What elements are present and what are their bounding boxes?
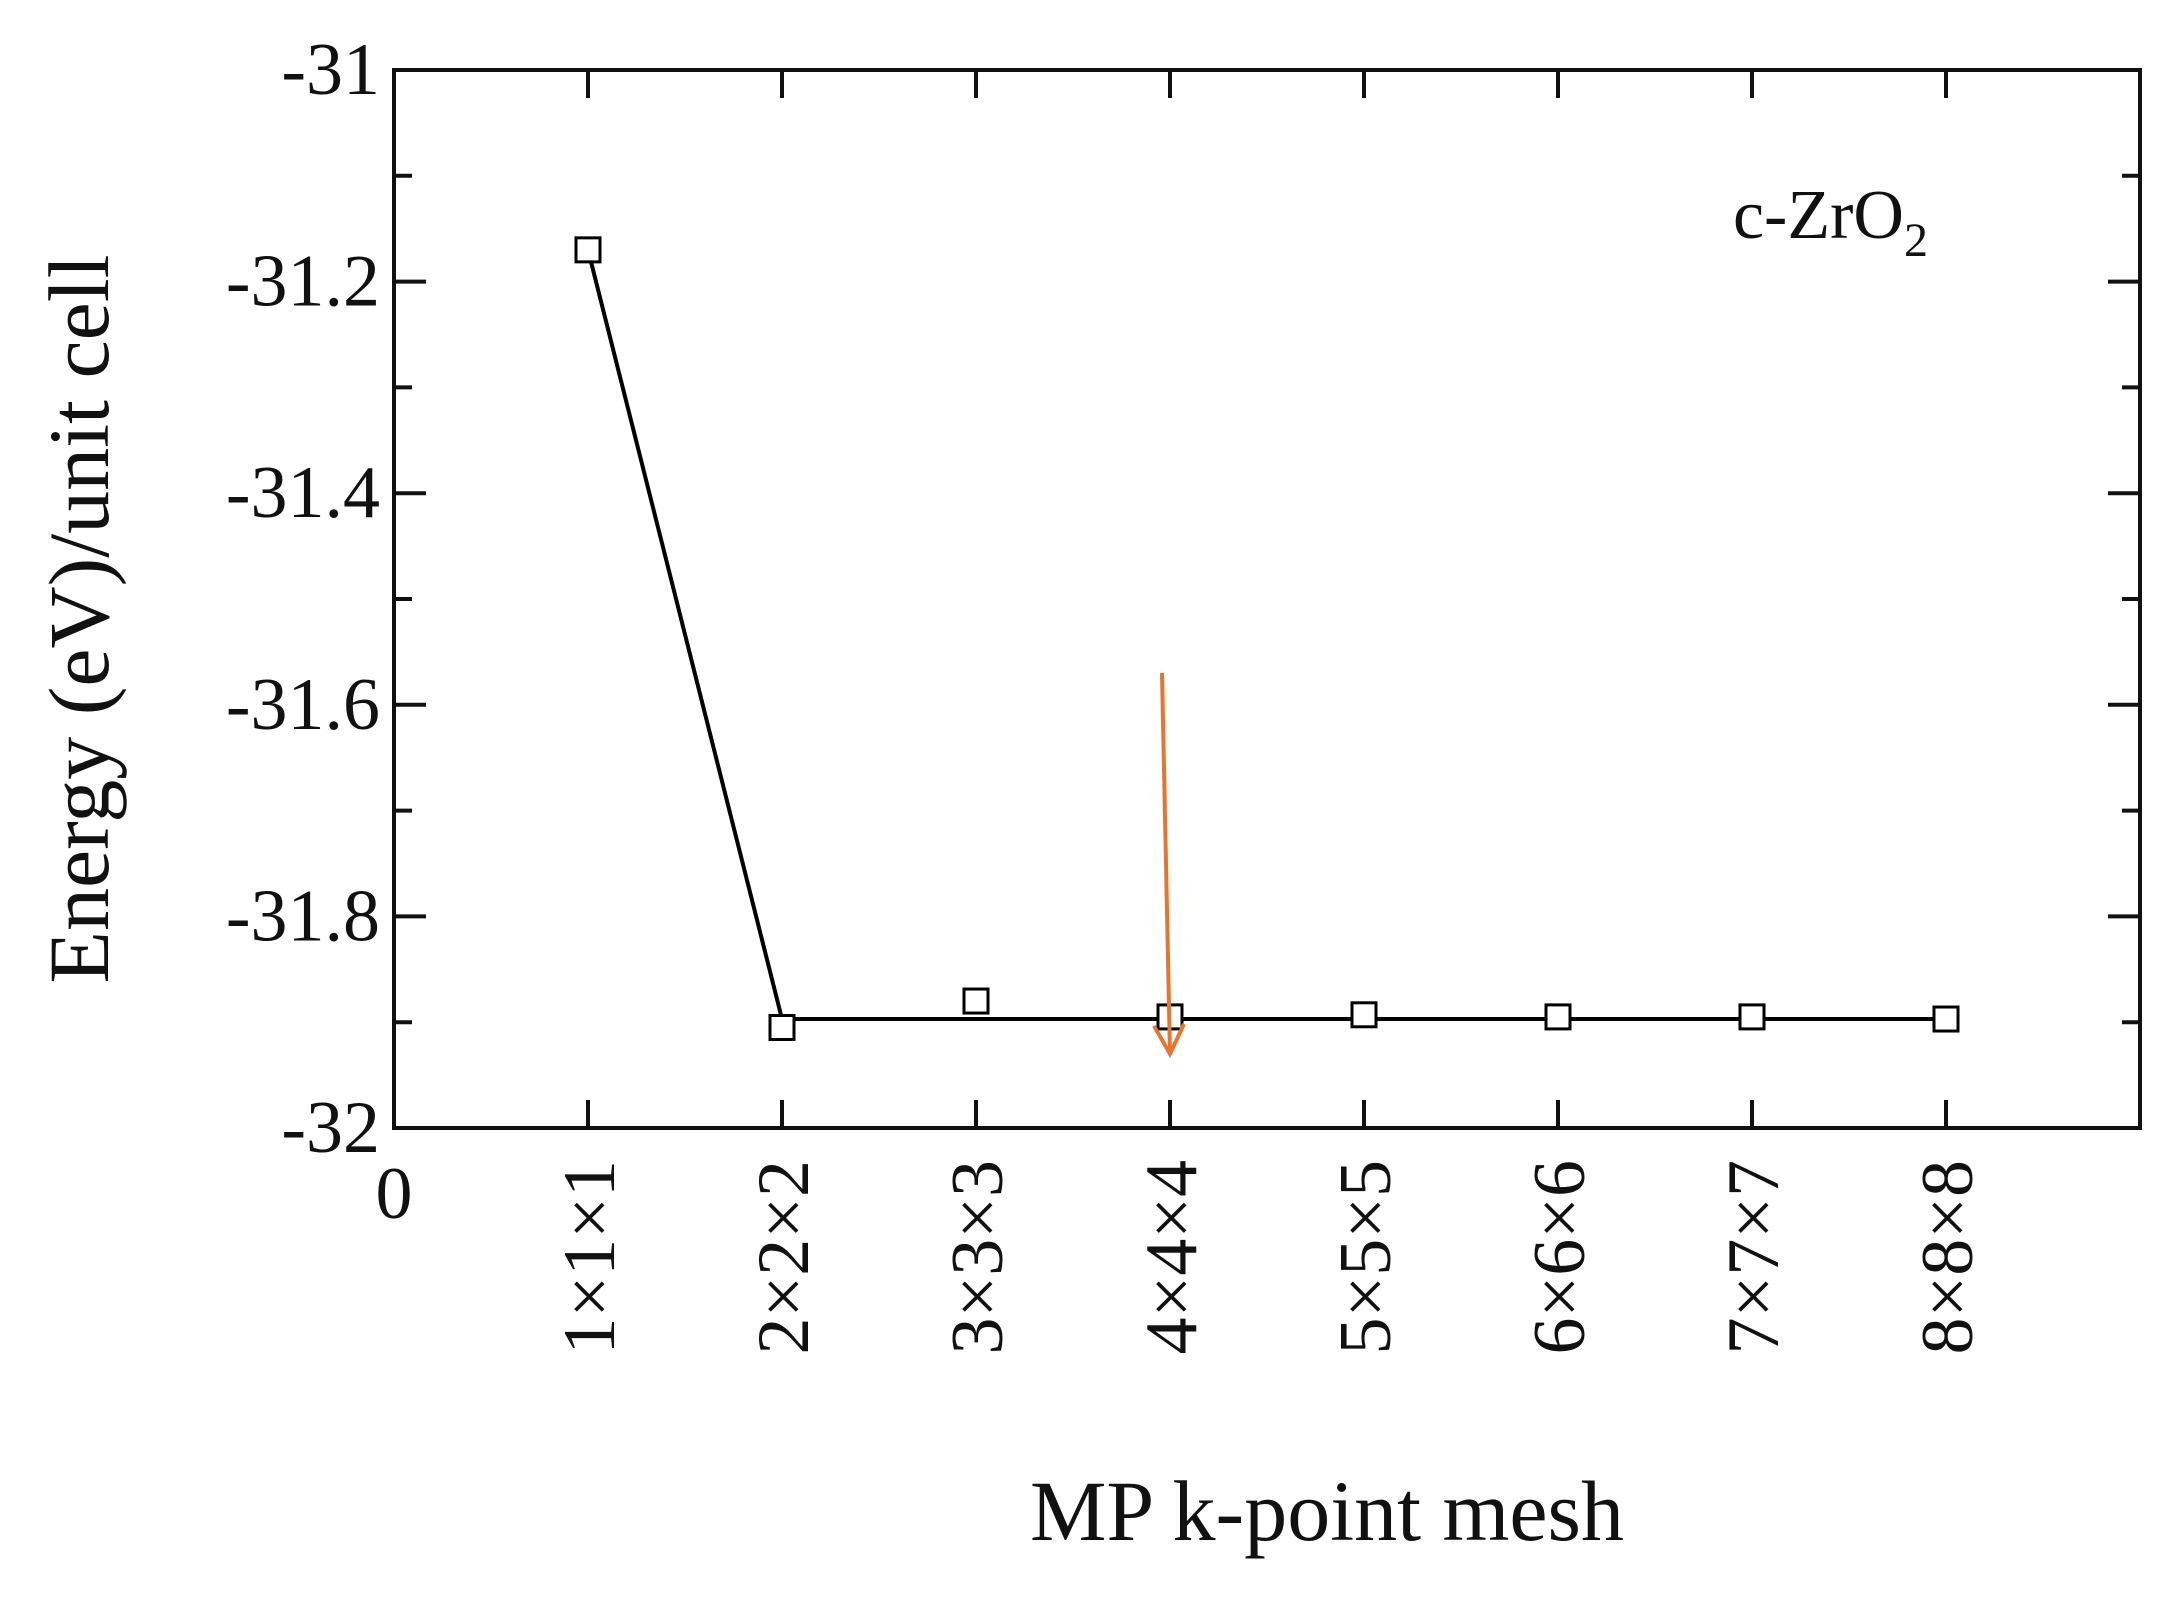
data-point [768, 1013, 796, 1041]
y-tick-label: -31 [281, 29, 380, 111]
y-tick-label: -31.8 [226, 875, 380, 957]
y-tick-label: -31.6 [226, 664, 380, 746]
material-label: c-ZrO2 [1733, 177, 1928, 267]
data-point [1738, 1003, 1766, 1031]
series-layer [574, 236, 1960, 1041]
x-tick-label: 6×6×6 [1519, 1160, 1601, 1354]
x-axis-ticks: 1×1×1 2×2×2 3×3×3 4×4×4 5×5×5 6×6×6 7×7×7 8×8×8… [376, 70, 1989, 1354]
y-axis-title: Energy (eV)/unit cell [31, 254, 127, 983]
arrow-shaft [1160, 673, 1172, 1054]
x-tick-label: 3×3×3 [937, 1160, 1019, 1354]
arrow-head [1152, 1023, 1186, 1059]
x-tick-label: 5×5×5 [1325, 1160, 1407, 1354]
data-point [962, 987, 990, 1015]
x-tick-label: 1×1×1 [549, 1160, 631, 1354]
y-tick-label: -32 [281, 1087, 380, 1169]
data-point [1544, 1003, 1572, 1031]
x-origin-label: 0 [376, 1153, 413, 1235]
plot-frame [392, 68, 2142, 1130]
x-tick-label: 2×2×2 [743, 1160, 825, 1354]
material-label-subscript: 2 [1904, 214, 1928, 267]
data-point [1350, 1001, 1378, 1029]
data-point [574, 236, 602, 264]
x-tick-label: 4×4×4 [1131, 1160, 1213, 1354]
y-tick-label: -31.2 [226, 241, 380, 323]
y-axis-ticks: -31 -31.2 -31.4 -31.6 -31.8 -32 [226, 29, 2140, 1169]
material-label-main: c-ZrO [1733, 177, 1904, 254]
x-tick-label: 7×7×7 [1713, 1160, 1795, 1354]
annotation-layer: c-ZrO2 [1152, 177, 1928, 1059]
x-axis-title: MP k-point mesh [1030, 1463, 1624, 1559]
series-line [586, 249, 1946, 1022]
x-tick-label: 8×8×8 [1907, 1160, 1989, 1354]
data-point [1932, 1005, 1960, 1033]
y-tick-label: -31.4 [226, 452, 380, 534]
